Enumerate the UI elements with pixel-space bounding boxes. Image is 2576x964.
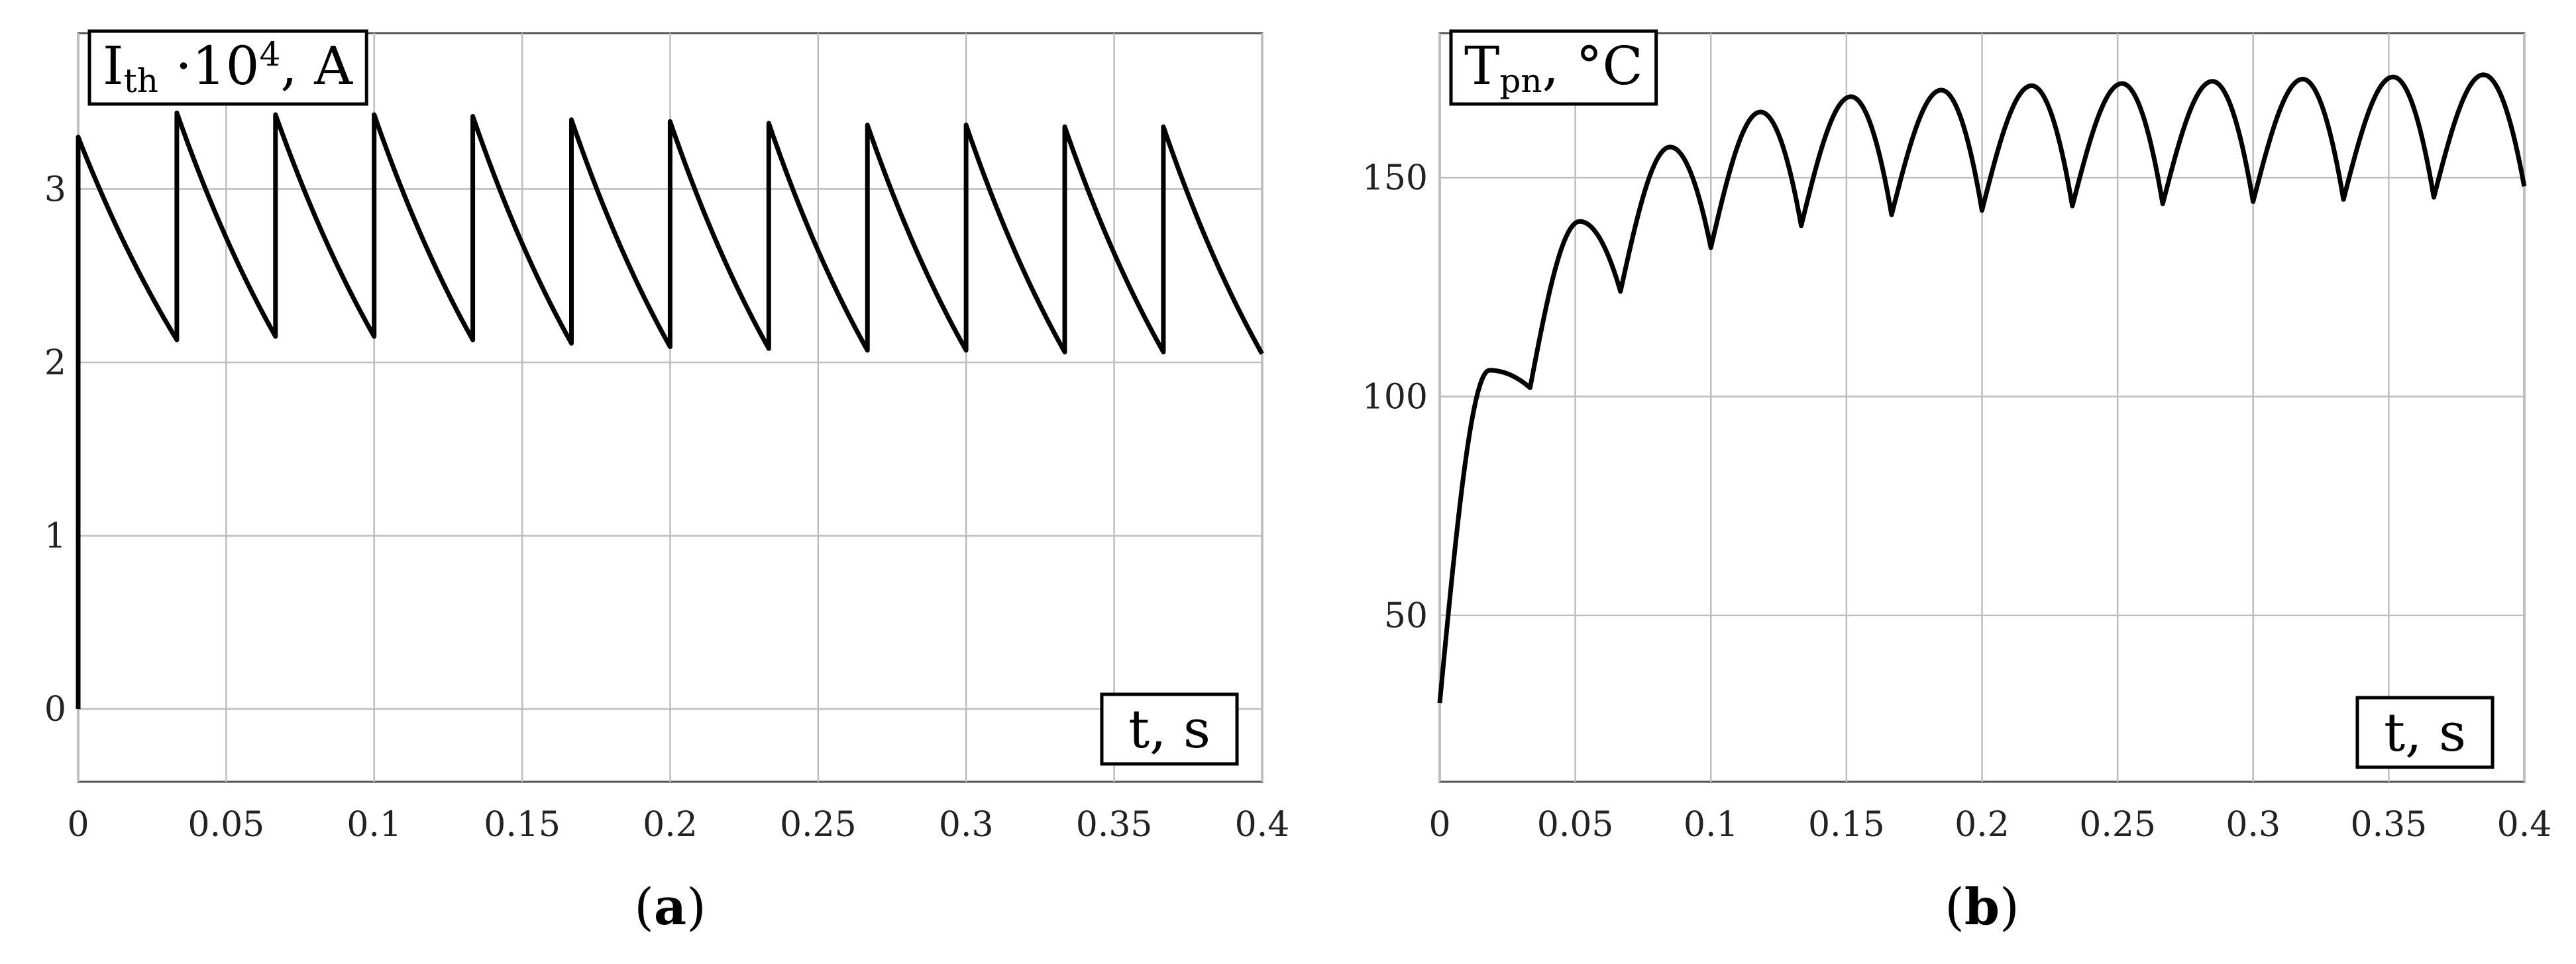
x-tick-label: 0.4 xyxy=(1235,805,1290,845)
x-tick-label: 0.3 xyxy=(2226,805,2281,845)
x-tick-label: 0 xyxy=(1428,805,1450,845)
series-line-b xyxy=(1437,72,2527,704)
x-tick-label: 0.1 xyxy=(1684,805,1739,845)
y-label-sup-a: 4 xyxy=(260,35,281,74)
x-axis-label-a: t, s xyxy=(1128,698,1210,760)
panel-a: 0 0.05 0.1 0.15 0.2 0.25 0.3 0.35 0.4 0 1 2 3 Ith ·… xyxy=(44,29,1289,936)
y-label-base-b: T xyxy=(1464,35,1499,97)
series-line-a xyxy=(76,110,1264,710)
y-label-rest-a: ·10 xyxy=(158,35,260,97)
x-tick-label: 0.25 xyxy=(2079,805,2156,845)
y-tick-label: 0 xyxy=(44,690,66,729)
x-tick-label: 0.05 xyxy=(188,805,264,845)
x-tick-label: 0.15 xyxy=(484,805,561,845)
x-axis-label-box-a: t, s xyxy=(1100,692,1239,766)
y-axis-label-a: Ith ·104, A xyxy=(103,35,353,100)
y-label-sub-a: th xyxy=(124,62,158,100)
x-tick-label: 0.4 xyxy=(2497,805,2552,845)
y-label-unit-a: , A xyxy=(280,35,353,97)
y-axis-label-box-a: Ith ·104, A xyxy=(87,29,368,106)
x-tick-label: 0.2 xyxy=(1955,805,2010,845)
x-tick-label: 0.3 xyxy=(939,805,994,845)
y-label-unit-b: , °C xyxy=(1542,35,1643,97)
x-tick-label: 0.2 xyxy=(643,805,698,845)
grid-b xyxy=(1438,33,2526,782)
y-tick-label: 50 xyxy=(1384,596,1428,636)
x-tick-label: 0.1 xyxy=(347,805,402,845)
x-tick-label: 0.15 xyxy=(1808,805,1885,845)
y-tick-label: 150 xyxy=(1362,158,1428,198)
y-axis-label-b: Tpn, °C xyxy=(1464,35,1643,100)
panel-b: 0 0.05 0.1 0.15 0.2 0.25 0.3 0.35 0.4 50 100 150 T… xyxy=(1362,29,2551,936)
y-tick-label: 100 xyxy=(1362,377,1428,417)
x-axis-label-box-b: t, s xyxy=(2355,696,2495,769)
x-tick-labels-a: 0 0.05 0.1 0.15 0.2 0.25 0.3 0.35 0.4 xyxy=(67,805,1289,845)
x-tick-label: 0.25 xyxy=(780,805,857,845)
x-tick-label: 0.05 xyxy=(1537,805,1614,845)
panel-caption-b: (b) xyxy=(1945,877,2019,936)
x-tick-label: 0.35 xyxy=(2350,805,2427,845)
x-tick-labels-b: 0 0.05 0.1 0.15 0.2 0.25 0.3 0.35 0.4 xyxy=(1428,805,2551,845)
x-tick-label: 0 xyxy=(67,805,89,845)
panel-caption-a: (a) xyxy=(634,877,706,936)
y-tick-labels-b: 50 100 150 xyxy=(1362,158,1428,636)
y-tick-label: 1 xyxy=(44,517,66,557)
y-axis-label-box-b: Tpn, °C xyxy=(1449,29,1658,106)
y-label-sub-b: pn xyxy=(1499,62,1542,100)
y-tick-label: 2 xyxy=(44,343,66,383)
y-tick-label: 3 xyxy=(44,170,66,209)
x-tick-label: 0.35 xyxy=(1076,805,1153,845)
y-tick-labels-a: 0 1 2 3 xyxy=(44,170,66,729)
x-axis-label-b: t, s xyxy=(2384,702,2466,763)
y-label-base-a: I xyxy=(103,35,124,97)
